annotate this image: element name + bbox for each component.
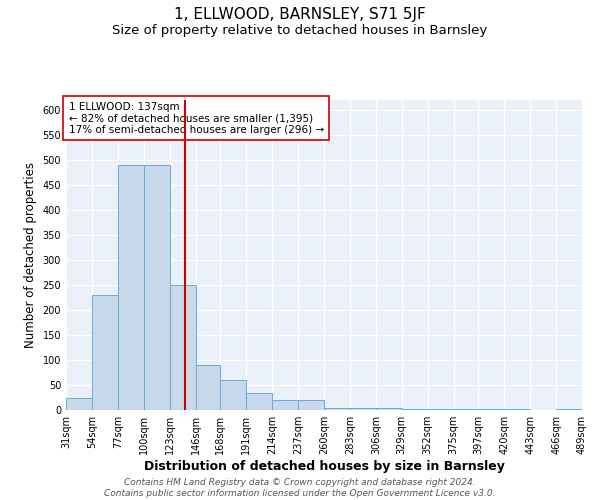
Bar [66, 398, 92, 410]
Bar [478, 409, 504, 410]
Text: Contains HM Land Registry data © Crown copyright and database right 2024.
Contai: Contains HM Land Registry data © Crown c… [104, 478, 496, 498]
Bar [220, 380, 246, 410]
Bar [428, 409, 454, 410]
Bar [196, 365, 220, 410]
Bar [504, 409, 530, 410]
X-axis label: Distribution of detached houses by size in Barnsley: Distribution of detached houses by size … [143, 460, 505, 473]
Bar [402, 409, 428, 410]
Bar [376, 408, 402, 410]
Bar [324, 408, 350, 410]
Text: 1, ELLWOOD, BARNSLEY, S71 5JF: 1, ELLWOOD, BARNSLEY, S71 5JF [174, 8, 426, 22]
Bar [298, 400, 324, 410]
Text: 1 ELLWOOD: 137sqm
← 82% of detached houses are smaller (1,395)
17% of semi-detac: 1 ELLWOOD: 137sqm ← 82% of detached hous… [68, 102, 324, 134]
Bar [556, 409, 582, 410]
Bar [118, 165, 144, 410]
Bar [92, 295, 118, 410]
Text: Size of property relative to detached houses in Barnsley: Size of property relative to detached ho… [112, 24, 488, 37]
Bar [246, 392, 272, 410]
Bar [272, 400, 298, 410]
Bar [454, 409, 478, 410]
Y-axis label: Number of detached properties: Number of detached properties [24, 162, 37, 348]
Bar [350, 408, 376, 410]
Bar [144, 165, 170, 410]
Bar [170, 285, 196, 410]
